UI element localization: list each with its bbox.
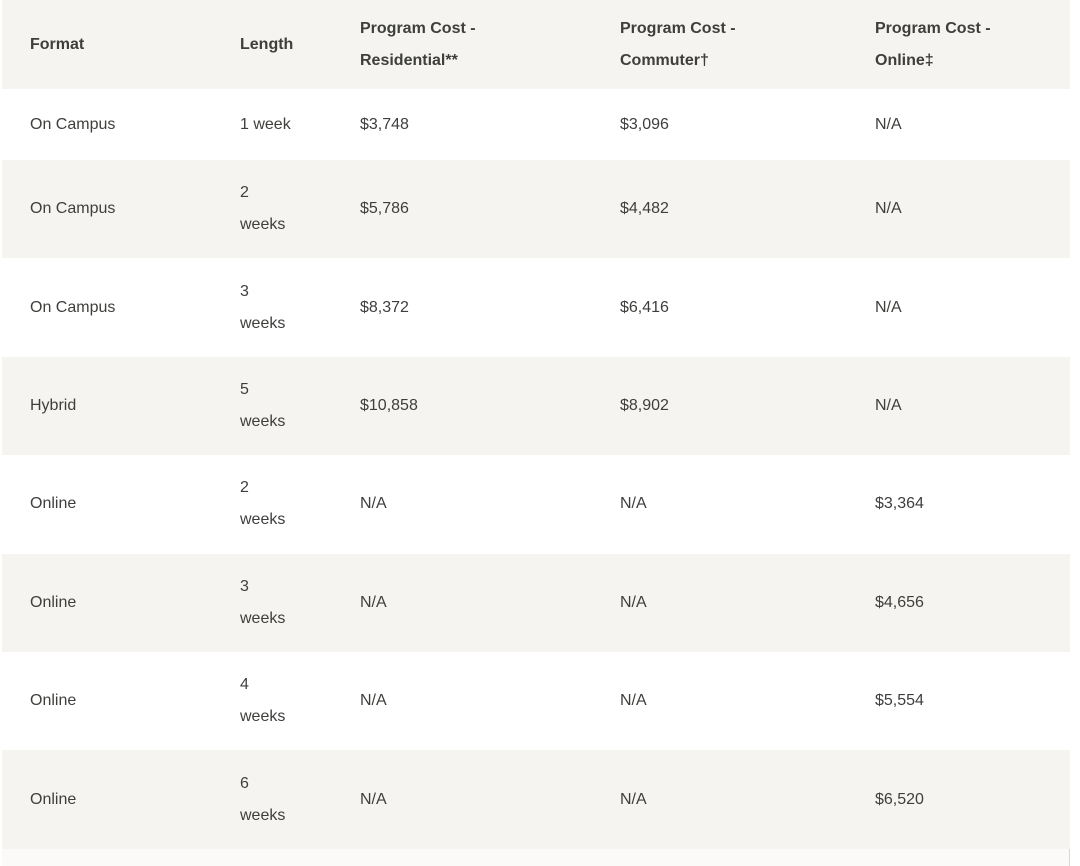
cell-length: 3 weeks [240, 282, 286, 332]
cell-length: 1 week [240, 115, 291, 133]
cell-length: 5 weeks [240, 380, 286, 430]
cell-commuter: N/A [620, 692, 647, 710]
table-row: Online 2 weeks N/A N/A $3,364 [2, 455, 1070, 554]
cell-format: Hybrid [30, 396, 77, 414]
table-row: Online 3 weeks N/A N/A $4,656 [2, 553, 1070, 652]
cell-length: 2 weeks [240, 479, 286, 529]
cell-commuter: N/A [620, 593, 647, 611]
cell-commuter: N/A [620, 790, 647, 808]
cell-online: $4,656 [875, 593, 924, 611]
cell-residential: $8,372 [360, 298, 409, 316]
table-header: Format Length Program Cost - Residential… [2, 0, 1070, 89]
cell-length: 4 weeks [240, 676, 286, 726]
cell-commuter: $4,482 [620, 200, 669, 218]
cell-format: On Campus [30, 298, 116, 316]
table-row: Online 4 weeks N/A N/A $5,554 [2, 651, 1070, 751]
table-row: On Campus 3 weeks $8,372 $6,416 N/A [2, 258, 1070, 357]
cell-residential: $10,858 [360, 396, 418, 414]
cell-format: On Campus [30, 200, 116, 218]
header-row: Format Length Program Cost - Residential… [2, 0, 1070, 89]
cell-commuter: $3,096 [620, 115, 669, 133]
cell-online: N/A [875, 115, 902, 133]
cell-online: N/A [875, 200, 902, 218]
program-cost-table: Format Length Program Cost - Residential… [2, 0, 1070, 849]
cell-commuter: $8,902 [620, 396, 669, 414]
cell-length: 6 weeks [240, 774, 286, 824]
cell-length: 2 weeks [240, 184, 286, 234]
table-bottom-strip [2, 848, 1069, 866]
cell-format: Online [30, 593, 77, 611]
cell-residential: N/A [360, 790, 387, 808]
cell-residential: $3,748 [360, 115, 409, 133]
column-header-length: Length [240, 35, 294, 53]
column-header-online: Program Cost - Online‡ [875, 19, 991, 69]
cell-online: $6,520 [875, 790, 924, 808]
cell-format: Online [30, 495, 77, 513]
cell-format: Online [30, 692, 77, 710]
table-row: On Campus 1 week $3,748 $3,096 N/A [2, 89, 1070, 160]
table-row: Hybrid 5 weeks $10,858 $8,902 N/A [2, 356, 1070, 456]
table-body: On Campus 1 week $3,748 $3,096 N/A On Ca… [2, 89, 1070, 849]
cell-commuter: N/A [620, 495, 647, 513]
column-header-commuter: Program Cost - Commuter† [620, 19, 736, 69]
cell-online: N/A [875, 396, 902, 414]
cell-residential: N/A [360, 495, 387, 513]
cell-residential: $5,786 [360, 200, 409, 218]
column-header-format: Format [30, 35, 85, 53]
cell-residential: N/A [360, 593, 387, 611]
cell-format: On Campus [30, 115, 116, 133]
cell-length: 3 weeks [240, 577, 286, 627]
table-row: On Campus 2 weeks $5,786 $4,482 N/A [2, 160, 1070, 259]
cell-online: $5,554 [875, 692, 924, 710]
table-row: Online 6 weeks N/A N/A $6,520 [2, 750, 1070, 849]
cell-online: $3,364 [875, 495, 924, 513]
cell-residential: N/A [360, 692, 387, 710]
cell-commuter: $6,416 [620, 298, 669, 316]
cell-online: N/A [875, 298, 902, 316]
column-header-residential: Program Cost - Residential** [360, 19, 476, 69]
cell-format: Online [30, 790, 77, 808]
